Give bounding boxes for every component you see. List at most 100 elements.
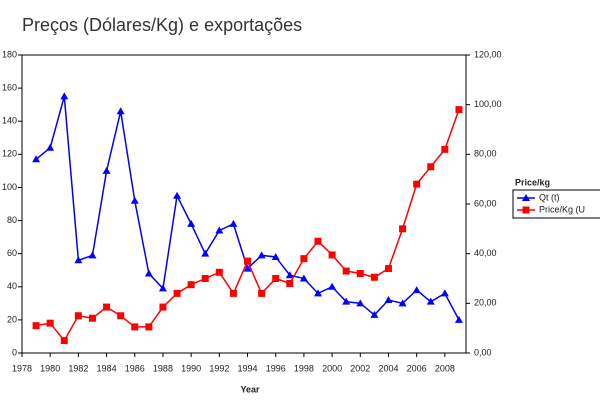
point [158,284,167,292]
point [342,267,350,275]
x-tick-label: 1994 [238,363,258,373]
point [32,155,41,163]
point [384,265,392,273]
point [229,219,238,227]
point [131,323,139,331]
point [46,319,54,327]
series-line [35,96,460,321]
point [454,315,463,323]
point [399,225,407,233]
point [413,180,421,188]
legend-label: Price/Kg (U [539,204,585,214]
point [299,274,308,282]
y-tick-label: 40 [7,281,17,291]
legend-box [512,189,600,219]
legend-marker [522,194,530,201]
y-tick-label: 60 [7,248,17,258]
point [314,237,322,245]
point [271,252,280,260]
y2-tick-label: 80,00 [474,149,497,159]
point [88,314,96,322]
point [229,289,237,297]
point [187,219,196,227]
point [74,256,83,264]
point [215,226,224,234]
point [328,251,336,259]
point [88,251,97,259]
point [145,323,153,331]
point [426,297,435,305]
plot-frame [21,54,467,354]
x-tick-label: 2004 [378,363,398,373]
point [286,279,294,287]
y-tick-label: 20 [7,314,17,324]
legend-title: Price/kg [515,177,550,187]
x-tick-label: 2008 [435,363,455,373]
x-tick-label: 1998 [294,363,314,373]
point [300,255,308,263]
point [117,312,125,320]
point [32,322,40,330]
point [243,264,252,272]
y-tick-label: 80 [7,215,17,225]
point [285,271,294,279]
point [328,282,337,290]
point [102,166,111,174]
x-tick-label: 2000 [322,363,342,373]
y2-tick-label: 120,00 [474,49,502,59]
point [440,289,449,297]
point [116,107,125,115]
point [103,303,111,311]
legend-label: Qt (t) [539,192,560,202]
point [412,286,421,294]
point [370,273,378,281]
x-tick-label: 1986 [125,363,145,373]
point [215,268,223,276]
point [384,296,393,304]
y2-tick-label: 60,00 [474,198,497,208]
point [427,163,435,171]
y-tick-label: 120 [2,149,17,159]
x-tick-label: 1982 [68,363,88,373]
point [455,106,463,114]
point [258,289,266,297]
point [356,270,364,278]
x-tick-label: 1990 [181,363,201,373]
x-tick-label: 2002 [350,363,370,373]
point [257,251,266,259]
y-tick-label: 100 [2,182,17,192]
point [201,249,210,257]
point [187,281,195,289]
point [370,310,379,318]
point [46,143,55,151]
series-line [35,109,460,342]
point [356,299,365,307]
point [314,289,322,297]
x-tick-label: 1978 [12,363,32,373]
y2-tick-label: 20,00 [474,298,497,308]
y-tick-label: 160 [2,82,17,92]
y2-tick-label: 40,00 [474,248,497,258]
x-tick-label: 1996 [266,363,286,373]
y-tick-label: 0 [12,347,17,357]
point [342,297,351,305]
x-tick-label: 2006 [407,363,427,373]
point [144,269,153,277]
x-axis-title: Year [240,384,260,394]
y-tick-label: 140 [2,116,17,126]
point [130,196,139,204]
point [244,257,252,265]
y2-tick-label: 0,00 [474,347,492,357]
point [60,92,69,100]
y-tick-label: 180 [2,49,17,59]
chart-title: Preços (Dólares/Kg) e exportações [22,15,302,35]
point [201,275,209,282]
point [173,191,182,199]
point [159,303,167,311]
x-tick-label: 1988 [153,363,173,373]
legend-marker [522,206,530,214]
point [398,299,407,307]
point [441,145,449,153]
point [60,337,68,345]
